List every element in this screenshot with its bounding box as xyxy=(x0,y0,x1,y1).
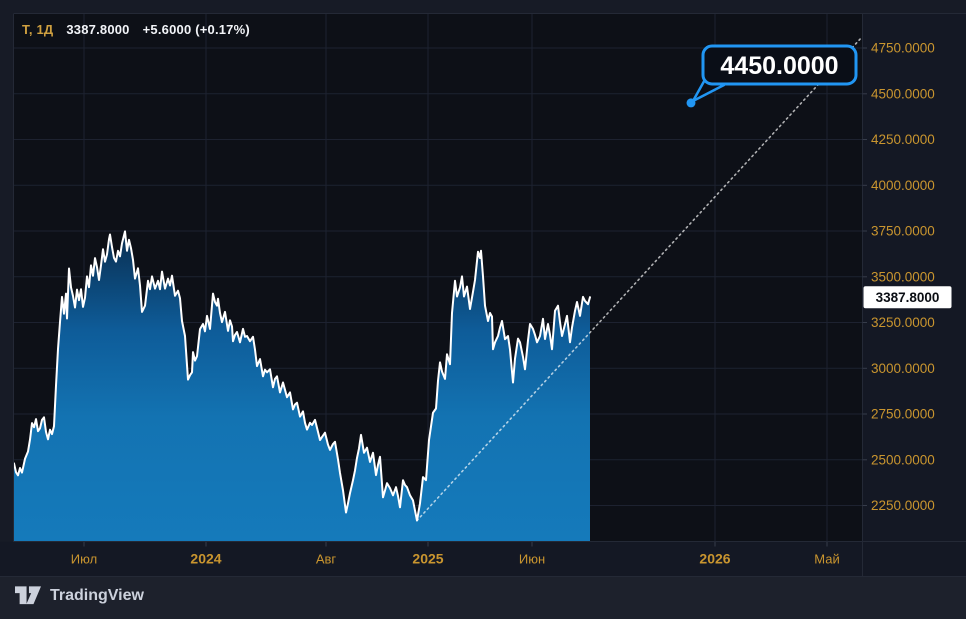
tradingview-brand-text: TradingView xyxy=(50,586,144,604)
series-price-line xyxy=(13,230,591,522)
series-area-fill xyxy=(14,231,590,541)
price-axis-label: 3250.0000 xyxy=(871,315,935,330)
price-axis-label: 2500.0000 xyxy=(871,452,935,467)
callout-box[interactable] xyxy=(701,44,858,86)
legend-last-price: 3387.8000 xyxy=(66,22,130,37)
price-axis-label: 4750.0000 xyxy=(871,41,935,56)
footer-bar xyxy=(0,576,966,619)
time-axis-label: 2024 xyxy=(190,551,221,567)
price-axis[interactable] xyxy=(862,13,966,542)
price-axis-label: 2250.0000 xyxy=(871,498,935,513)
time-axis-label: Май xyxy=(814,552,839,567)
legend-symbol[interactable]: Т, 1Д xyxy=(22,22,54,37)
series-layer xyxy=(13,230,591,541)
current-price-badge: 3387.8000 xyxy=(863,286,952,309)
legend-change: +5.6000 (+0.17%) xyxy=(142,22,250,37)
price-badge-label: 3387.8000 xyxy=(876,290,940,305)
price-axis-label: 3750.0000 xyxy=(871,224,935,239)
chart-legend: Т, 1Д 3387.8000 +5.6000 (+0.17%) xyxy=(22,22,250,37)
price-axis-label: 2750.0000 xyxy=(871,407,935,422)
time-axis-label: Июл xyxy=(71,552,97,567)
price-axis-label: 3000.0000 xyxy=(871,361,935,376)
time-axis-label: 2025 xyxy=(412,551,443,567)
price-axis-label: 4500.0000 xyxy=(871,86,935,101)
tradingview-logo-icon xyxy=(15,586,41,605)
price-badge-background xyxy=(863,286,952,309)
price-axis-label: 4250.0000 xyxy=(871,132,935,147)
time-axis-label: Авг xyxy=(316,552,337,567)
price-target-callout[interactable]: 4450.0000 xyxy=(691,44,858,103)
tradingview-attribution-link[interactable]: TradingView xyxy=(15,586,144,605)
trendline-layer[interactable] xyxy=(416,36,862,522)
time-axis-label: 2026 xyxy=(699,551,730,567)
price-axis-label: 3500.0000 xyxy=(871,269,935,284)
callout-price-label: 4450.0000 xyxy=(720,52,838,80)
time-axis-label: Июн xyxy=(519,552,545,567)
time-axis[interactable] xyxy=(0,541,966,577)
price-axis-label: 4000.0000 xyxy=(871,178,935,193)
projection-trendline[interactable] xyxy=(416,36,862,522)
axis-labels-layer: 4750.0000 4500.0000 4250.0000 4000.0000 3750… xyxy=(71,41,952,567)
